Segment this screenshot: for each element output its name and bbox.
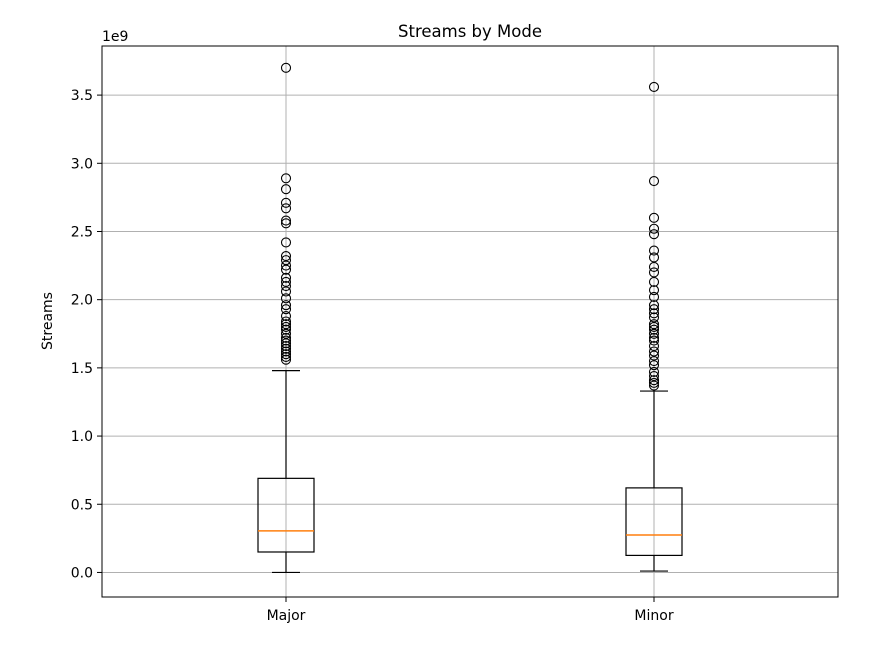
chart-title: Streams by Mode — [398, 22, 542, 41]
y-tick-label: 2.5 — [71, 224, 93, 240]
outlier-point — [280, 349, 292, 360]
outlier-point — [280, 316, 292, 327]
y-offset-label: 1e9 — [102, 29, 128, 45]
outlier-point — [280, 304, 292, 315]
outlier-point — [648, 328, 660, 339]
iqr-box — [257, 477, 315, 553]
outlier-point — [280, 351, 292, 363]
boxes — [257, 62, 683, 574]
outlier-point — [280, 203, 292, 214]
outlier-point — [280, 332, 292, 343]
outlier-point — [648, 356, 660, 367]
outlier-point — [648, 375, 660, 386]
outlier-point — [648, 332, 660, 343]
outlier-point — [280, 264, 292, 275]
outlier-point — [280, 293, 292, 304]
y-tick-label: 1.5 — [71, 361, 93, 377]
outlier-point — [280, 237, 292, 248]
outlier-point — [280, 173, 292, 184]
outlier-point — [648, 324, 660, 335]
outlier-point — [280, 354, 292, 365]
x-axis: Major Minor — [267, 597, 674, 624]
x-tick-label: Major — [267, 608, 306, 624]
outlier-point — [280, 343, 292, 354]
outlier-point — [280, 286, 292, 297]
x-tick-label: Minor — [634, 608, 673, 624]
outlier-point — [280, 324, 292, 335]
outlier-point — [648, 304, 660, 315]
y-tick-label: 2.0 — [71, 293, 93, 309]
outlier-point — [648, 229, 660, 240]
y-axis-label: Streams — [40, 292, 56, 350]
outlier-point — [648, 380, 660, 391]
iqr-box — [625, 487, 683, 557]
outlier-point — [648, 335, 660, 346]
outlier-point — [648, 377, 660, 388]
y-tick-label: 3.0 — [71, 156, 93, 172]
outlier-point — [648, 360, 660, 371]
outlier-point — [648, 276, 660, 287]
outlier-point — [648, 366, 660, 378]
outlier-point — [648, 300, 660, 311]
outlier-point — [280, 184, 292, 195]
outlier-point — [648, 81, 660, 92]
box-minor — [625, 81, 683, 572]
outlier-point — [280, 197, 292, 208]
outlier-point — [280, 218, 292, 229]
outlier-point — [280, 335, 292, 346]
outlier-point — [280, 62, 292, 73]
outlier-point — [280, 338, 292, 349]
y-tick-label: 3.5 — [71, 88, 93, 104]
outlier-point — [648, 223, 660, 234]
outlier-point — [648, 261, 660, 272]
outlier-point — [280, 215, 292, 226]
outlier-point — [280, 300, 292, 311]
y-tick-label: 0.5 — [71, 497, 93, 513]
y-tick-label: 1.0 — [71, 429, 93, 445]
outlier-point — [648, 212, 660, 223]
outlier-point — [280, 321, 292, 333]
grid — [102, 46, 838, 597]
box-major — [257, 62, 315, 574]
outlier-point — [648, 245, 660, 256]
outlier-point — [280, 340, 292, 352]
y-tick-label: 0.0 — [71, 565, 93, 581]
outlier-point — [280, 346, 292, 357]
outlier-point — [648, 308, 660, 319]
outlier-point — [280, 280, 292, 292]
outlier-point — [280, 310, 292, 322]
plot-frame — [101, 45, 839, 598]
y-axis: 0.0 0.5 1.0 1.5 2.0 2.5 3.0 3.5 — [71, 88, 102, 581]
outlier-point — [648, 285, 660, 296]
outlier-point — [648, 175, 660, 187]
outlier-point — [280, 260, 292, 271]
outlier-point — [648, 291, 660, 303]
outlier-point — [280, 272, 292, 283]
outlier-point — [648, 321, 660, 333]
